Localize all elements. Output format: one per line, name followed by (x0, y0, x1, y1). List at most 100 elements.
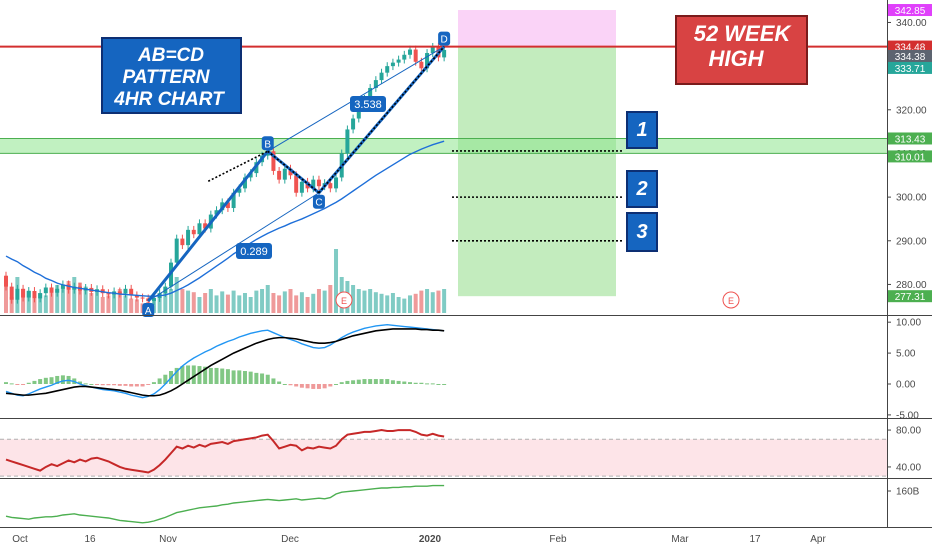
volume-bar (169, 289, 174, 313)
macd-histogram-bar (351, 380, 356, 384)
candle-body (402, 54, 407, 60)
volume-bar (83, 286, 88, 313)
macd-histogram-bar (60, 375, 65, 384)
macd-histogram-bar (21, 384, 26, 385)
earnings-marker-1[interactable]: E (335, 291, 353, 309)
macd-histogram-bar (43, 377, 48, 384)
macd-histogram-bar (345, 380, 350, 384)
volume-bar (197, 297, 202, 313)
volume-bar (231, 290, 236, 313)
candle-body (288, 168, 293, 176)
x-tick-label: Feb (549, 534, 567, 545)
macd-histogram-bar (191, 365, 196, 384)
target-box-3[interactable]: 3 (626, 212, 658, 252)
point-marker-b[interactable] (261, 136, 274, 151)
volume-bar (174, 277, 179, 313)
candle-body (123, 288, 128, 294)
volume-bar (66, 281, 71, 313)
ratio-ab-label-box[interactable] (236, 243, 272, 259)
price-badge (888, 40, 932, 53)
ratio-cd-label-box[interactable] (350, 96, 386, 112)
candle-body (277, 170, 282, 180)
volume-bar (214, 295, 219, 313)
macd-histogram-bar (430, 383, 435, 385)
obv-tick-label: 160B (896, 487, 920, 498)
price-tick-label: 300.00 (896, 193, 927, 204)
macd-histogram-bar (271, 378, 276, 384)
volume-bar (265, 285, 270, 313)
volume-bar (100, 297, 105, 313)
candle-body (385, 66, 390, 73)
svg-text:E: E (728, 296, 734, 306)
macd-tick-label: 5.00 (896, 349, 916, 360)
volume-bar (60, 287, 65, 313)
price-badge (888, 61, 932, 74)
macd-histogram-bar (9, 383, 14, 385)
price-tick-label: 290.00 (896, 236, 927, 247)
volume-bar (242, 293, 247, 313)
stop-zone (458, 10, 616, 47)
macd-histogram-bar (77, 381, 82, 384)
volume-bar (407, 295, 412, 313)
macd-histogram-bar (442, 384, 447, 385)
candle-body (379, 72, 384, 81)
macd-histogram-bar (4, 382, 8, 384)
candle-body (442, 49, 447, 58)
macd-line (5, 323, 445, 399)
candle-body (334, 177, 339, 189)
macd-histogram-bar (288, 384, 293, 386)
candle-body (43, 287, 48, 294)
macd-histogram-bar (237, 370, 242, 384)
volume-bar (9, 297, 14, 313)
candle-body (15, 288, 20, 300)
high-label-box[interactable]: 52 WEEK HIGH (675, 15, 808, 85)
point-marker-d[interactable] (438, 31, 451, 46)
candle-body (407, 49, 412, 55)
macd-histogram-bar (220, 368, 225, 384)
rsi-tick-label: 40.00 (896, 462, 921, 473)
volume-bar (220, 291, 225, 313)
candle-body (282, 168, 287, 180)
earnings-marker-2[interactable]: E (722, 291, 740, 309)
pattern-title-box[interactable]: AB=CD PATTERN 4HR CHART (101, 37, 242, 114)
candle-body (425, 53, 430, 69)
volume-bar (328, 285, 333, 313)
ab-dotted-line (207, 150, 269, 182)
macd-signal-line (5, 328, 445, 397)
price-badge-label: 334.48 (895, 43, 926, 54)
macd-histogram-bar (248, 371, 253, 384)
candle-body (186, 229, 191, 246)
volume-bar (157, 297, 162, 313)
point-marker-c[interactable] (312, 194, 325, 209)
candle-body (174, 238, 179, 263)
target-box-1[interactable]: 1 (626, 111, 658, 149)
volume-bar (299, 292, 304, 313)
x-tick-label: 16 (84, 534, 96, 545)
macd-histogram-bar (134, 384, 139, 387)
volume-bar (277, 295, 282, 313)
candle-body (294, 175, 299, 193)
price-badge-label: 334.38 (895, 52, 926, 63)
price-badge (888, 50, 932, 63)
point-marker-a[interactable] (142, 303, 155, 318)
macd-histogram-bar (117, 384, 122, 386)
volume-bar (305, 297, 310, 313)
macd-histogram-bar (379, 379, 384, 384)
volume-bar (248, 297, 253, 313)
target-box-2[interactable]: 2 (626, 170, 658, 208)
moving-average-line (5, 140, 445, 297)
candle-body (225, 202, 230, 209)
candle-body (60, 284, 65, 289)
candle-body (38, 293, 43, 299)
candle-body (203, 223, 208, 229)
volume-bar (413, 293, 418, 313)
cd-dotted-line (318, 46, 445, 194)
volume-bar (180, 289, 185, 313)
volume-bar (362, 290, 367, 313)
volume-bar (43, 295, 48, 313)
candle-body (237, 188, 242, 193)
volume-bar (419, 290, 424, 313)
macd-histogram-bar (208, 367, 213, 384)
